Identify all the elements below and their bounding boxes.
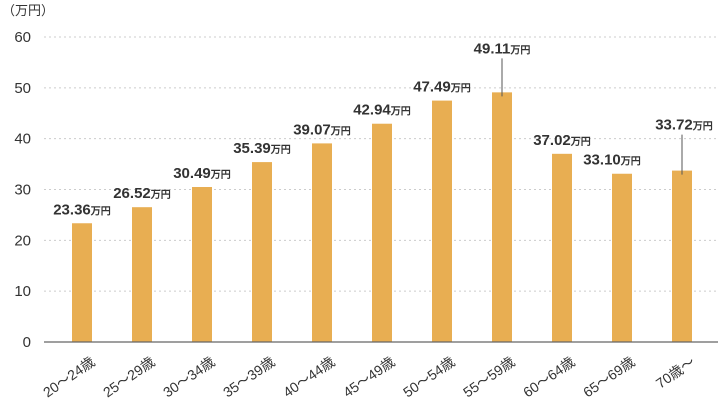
y-tick-label: 10 [14,283,31,300]
y-tick-label: 0 [23,334,31,351]
bar [492,92,512,342]
bar [552,153,572,342]
x-axis-ticks: 20～24歳 25～29歳 30～34歳 35～39歳 40～44歳 45～49歳 50～5… [40,353,698,400]
value-label: 49.11万円 [474,40,531,57]
y-tick-label: 20 [14,232,31,249]
value-label: 30.49万円 [173,165,231,182]
x-tick-label: 60～64歳 [520,353,578,400]
x-tick-label: 55～59歳 [460,353,518,400]
x-tick-label: 30～34歳 [160,353,218,400]
y-tick-label: 30 [14,182,31,199]
bar [72,223,92,342]
x-tick-label: 25～29歳 [100,353,158,400]
value-labels: 23.36万円26.52万円30.49万円35.39万円39.07万円42.94… [53,40,713,218]
bar [252,162,272,342]
value-label: 33.72万円 [655,117,713,134]
y-tick-label: 60 [14,29,31,46]
value-label: 35.39万円 [233,140,291,157]
value-label: 47.49万円 [413,79,471,96]
y-tick-label: 50 [14,80,31,97]
x-tick-label: 45～49歳 [340,353,398,400]
x-tick-label: 65～69歳 [580,353,638,400]
bars [72,92,692,342]
y-unit-label: （万円） [2,3,54,18]
bar [432,100,452,342]
value-label: 33.10万円 [583,152,641,169]
bar [672,170,692,342]
x-tick-label: 35～39歳 [220,353,278,400]
value-label: 37.02万円 [533,132,591,149]
x-tick-label: 70歳～ [653,353,698,391]
bar [132,207,152,342]
x-tick-label: 40～44歳 [280,353,338,400]
bar [612,173,632,342]
value-label: 23.36万円 [53,201,111,218]
x-tick-label: 50～54歳 [400,353,458,400]
value-label: 26.52万円 [113,185,171,202]
value-label: 42.94万円 [353,102,411,119]
y-tick-label: 40 [14,131,31,148]
x-tick-label: 20～24歳 [40,353,98,400]
value-label: 39.07万円 [293,121,351,138]
bar [312,143,332,342]
y-axis-ticks: 0 10 20 30 40 50 60 [14,29,31,351]
bar [192,187,212,342]
bar [372,123,392,342]
